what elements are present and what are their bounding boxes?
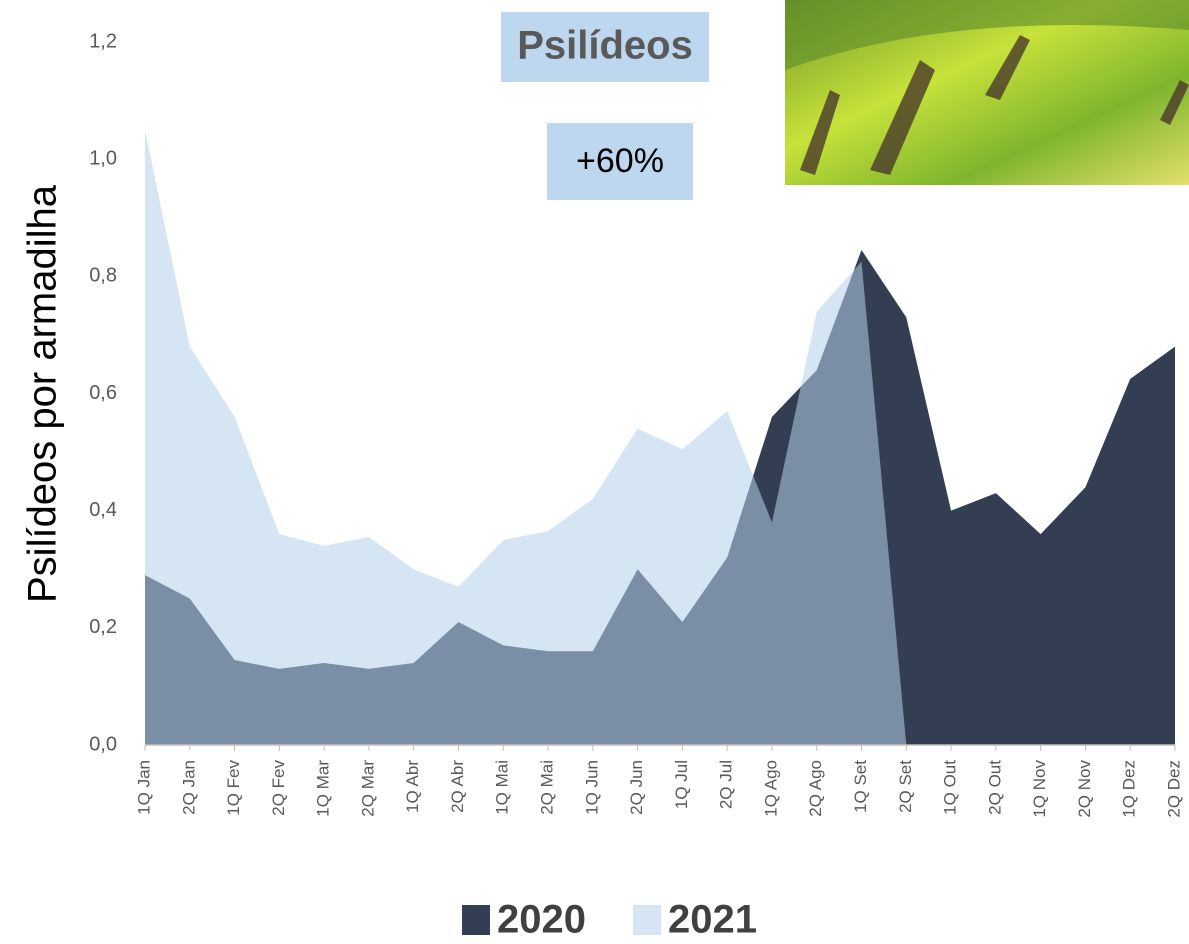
y-tick-label: 0,6 xyxy=(89,382,117,404)
y-tick-label: 1,0 xyxy=(89,147,117,169)
x-tick-label: 1Q Jun xyxy=(582,760,601,815)
y-tick-label: 0,8 xyxy=(89,265,117,287)
x-tick-label: 1Q Ago xyxy=(761,760,780,817)
x-tick-label: 2Q Jun xyxy=(627,760,646,815)
x-tick-label: 2Q Dez xyxy=(1164,760,1183,818)
x-tick-label: 1Q Jul xyxy=(672,760,691,809)
y-tick-label: 0,4 xyxy=(89,499,117,521)
x-tick-label: 1Q Abr xyxy=(403,760,422,813)
x-tick-label: 1Q Set xyxy=(851,760,870,813)
annotation: +60% xyxy=(576,142,664,180)
x-tick-label: 2Q Out xyxy=(985,760,1004,815)
x-tick-label: 2Q Jan xyxy=(179,760,198,815)
x-tick-label: 1Q Jan xyxy=(134,760,153,815)
legend-swatch xyxy=(633,905,661,935)
photo xyxy=(785,0,1189,185)
x-tick-label: 2Q Jul xyxy=(717,760,736,809)
area-2020 xyxy=(145,249,1175,746)
x-tick-label: 2Q Mar xyxy=(358,760,377,817)
x-tick-label: 2Q Abr xyxy=(448,760,467,813)
x-tick-label: 2Q Set xyxy=(896,760,915,813)
x-tick-label: 1Q Mar xyxy=(314,760,333,817)
legend-swatch xyxy=(462,905,490,935)
x-tick-label: 2Q Fev xyxy=(269,760,288,816)
legend-label: 2021 xyxy=(668,898,757,942)
chart-title: Psilídeos xyxy=(517,24,693,68)
title-box xyxy=(501,12,709,82)
x-tick-label: 1Q Nov xyxy=(1030,760,1049,818)
x-tick-label: 2Q Ago xyxy=(806,760,825,817)
y-tick-label: 0,0 xyxy=(89,733,117,755)
y-tick-label: 0,2 xyxy=(89,616,117,638)
x-tick-label: 1Q Fev xyxy=(224,760,243,816)
x-tick-label: 1Q Out xyxy=(941,760,960,815)
legend-label: 2020 xyxy=(497,898,586,942)
x-tick-label: 1Q Dez xyxy=(1120,760,1139,818)
x-tick-label: 2Q Mai xyxy=(538,760,557,815)
area-2021 xyxy=(145,129,907,745)
x-tick-label: 1Q Mai xyxy=(493,760,512,815)
annotation-box xyxy=(547,123,693,200)
y-axis-label: Psilídeos por armadilha xyxy=(21,184,65,603)
x-tick-label: 2Q Nov xyxy=(1075,760,1094,818)
y-tick-label: 1,2 xyxy=(89,30,117,52)
